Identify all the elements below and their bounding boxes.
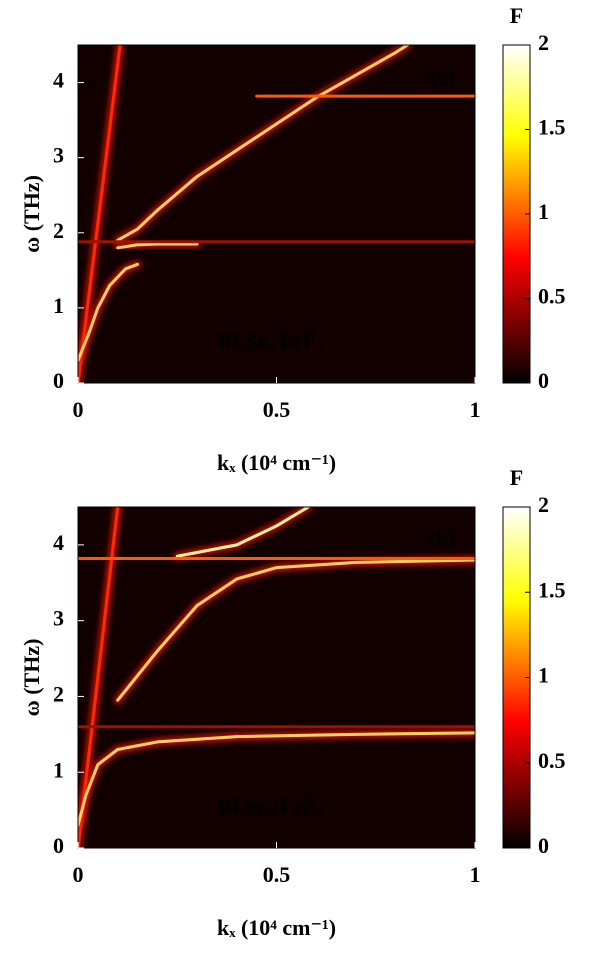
y-tick-label: 0 — [53, 833, 64, 858]
colorbar-tick-label: 1 — [538, 663, 549, 688]
annotation: Bi₂Se₃/FeF₂ — [217, 793, 323, 818]
curve — [78, 731, 475, 827]
y-tick-label: 1 — [53, 293, 64, 318]
colorbar-tick-label: 2 — [538, 30, 549, 55]
y-tick-label: 1 — [53, 757, 64, 782]
panel-label: (a) — [429, 63, 455, 88]
colorbar-label: F — [510, 3, 523, 28]
x-tick-label: 0 — [73, 862, 84, 887]
y-axis-label: ω (THz) — [19, 175, 44, 253]
x-tick-label: 1 — [470, 862, 481, 887]
colorbar-tick-label: 1.5 — [538, 115, 566, 140]
y-tick-label: 2 — [53, 218, 64, 243]
x-tick-label: 1 — [470, 397, 481, 422]
y-tick-label: 4 — [53, 68, 64, 93]
colorbar-tick-label: 0 — [538, 833, 549, 858]
y-tick-label: 2 — [53, 681, 64, 706]
colorbar-tick-label: 0 — [538, 368, 549, 393]
curve — [78, 45, 122, 383]
x-tick-label: 0 — [73, 397, 84, 422]
curve — [116, 45, 410, 242]
y-axis-label: ω (THz) — [19, 639, 44, 717]
annotation: Bi₂Se₃/FeF₂ — [217, 328, 323, 353]
x-axis-label: kₓ (10⁴ cm⁻¹) — [217, 915, 336, 940]
colorbar-tick-label: 0.5 — [538, 748, 566, 773]
curve — [175, 507, 310, 558]
curves — [78, 45, 475, 383]
colorbar-tick-label: 2 — [538, 492, 549, 517]
curve — [78, 262, 140, 362]
x-tick-label: 0.5 — [263, 397, 291, 422]
colorbar-label: F — [510, 465, 523, 490]
y-tick-label: 0 — [53, 368, 64, 393]
plot-background — [78, 45, 475, 383]
y-tick-label: 3 — [53, 606, 64, 631]
panel-label: (b) — [429, 525, 456, 550]
y-tick-label: 3 — [53, 143, 64, 168]
colorbar-tick-label: 1 — [538, 199, 549, 224]
y-tick-label: 4 — [53, 530, 64, 555]
curves — [78, 507, 475, 848]
colorbar-tick-label: 1.5 — [538, 577, 566, 602]
colorbar-tick-label: 0.5 — [538, 284, 566, 309]
x-tick-label: 0.5 — [263, 862, 291, 887]
x-axis-label: kₓ (10⁴ cm⁻¹) — [217, 450, 336, 475]
